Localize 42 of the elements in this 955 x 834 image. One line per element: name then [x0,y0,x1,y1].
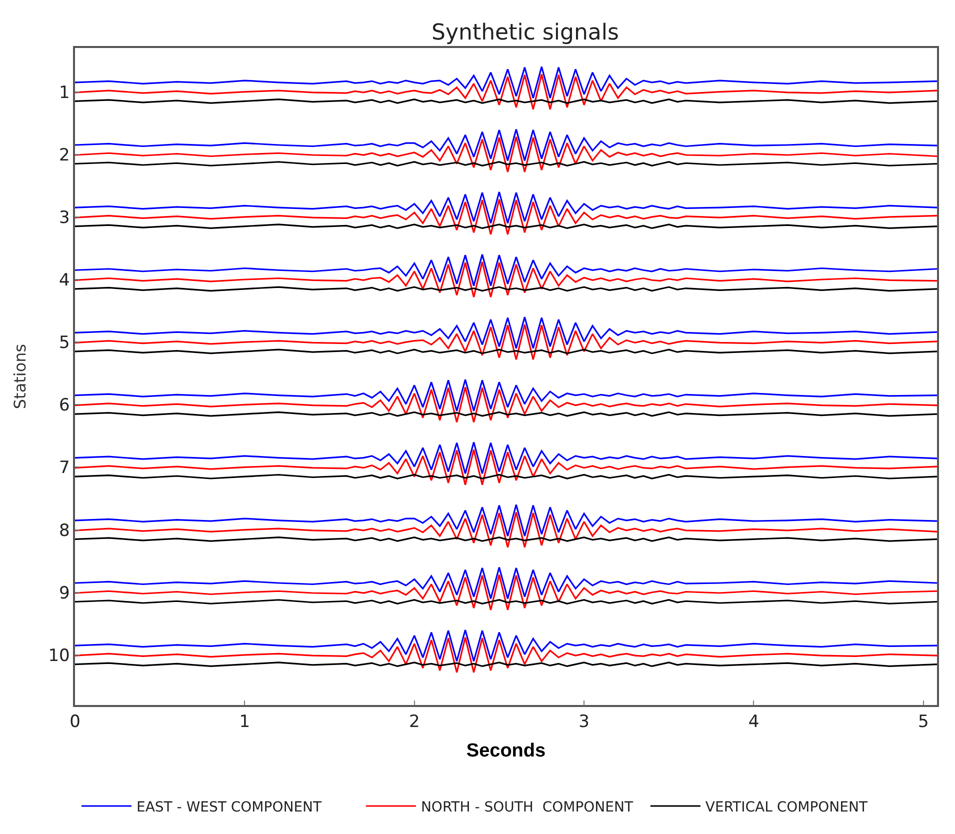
x-tick-label: 5 [918,712,929,732]
line-series [75,254,937,287]
legend-label: NORTH - SOUTH COMPONENT [420,799,634,816]
line-series [75,441,937,474]
legend-label: VERTICAL COMPONENT [705,799,868,816]
line-series [75,511,937,548]
line-series [75,198,937,236]
y-tick-label: 2 [59,145,70,166]
y-tick-label: 6 [59,396,70,416]
chart-title: Synthetic signals [432,20,619,46]
line-series [75,324,937,360]
y-tick-label: 9 [59,583,70,604]
line-series [75,386,937,423]
line-series [75,191,937,224]
x-tick-label: 2 [408,712,420,732]
line-series [75,504,937,537]
line-series [75,316,937,350]
line-series [75,261,937,298]
y-tick-label: 10 [48,646,70,666]
line-series [75,66,937,99]
y-tick-label: 5 [59,333,70,354]
line-series [75,128,937,162]
line-series [75,378,937,412]
legend-label: EAST - WEST COMPONENT [136,799,322,816]
y-tick-label: 4 [59,270,70,290]
line-series [75,566,937,600]
line-series [75,73,937,110]
line-series [75,629,937,662]
line-series [75,636,937,674]
y-axis-title: Stations [10,344,30,410]
y-tick-label: 1 [59,82,70,103]
y-tick-label: 7 [59,458,70,478]
y-tick-label: 8 [59,520,70,541]
line-series [75,448,937,486]
x-tick-label: 1 [239,712,250,732]
y-tick-label: 3 [59,208,70,228]
line-series [75,136,937,173]
line-series [75,574,937,611]
x-tick-label: 3 [578,712,590,732]
x-axis-title: Seconds [466,740,546,762]
x-tick-label: 0 [70,712,80,732]
x-tick-label: 4 [748,712,760,732]
